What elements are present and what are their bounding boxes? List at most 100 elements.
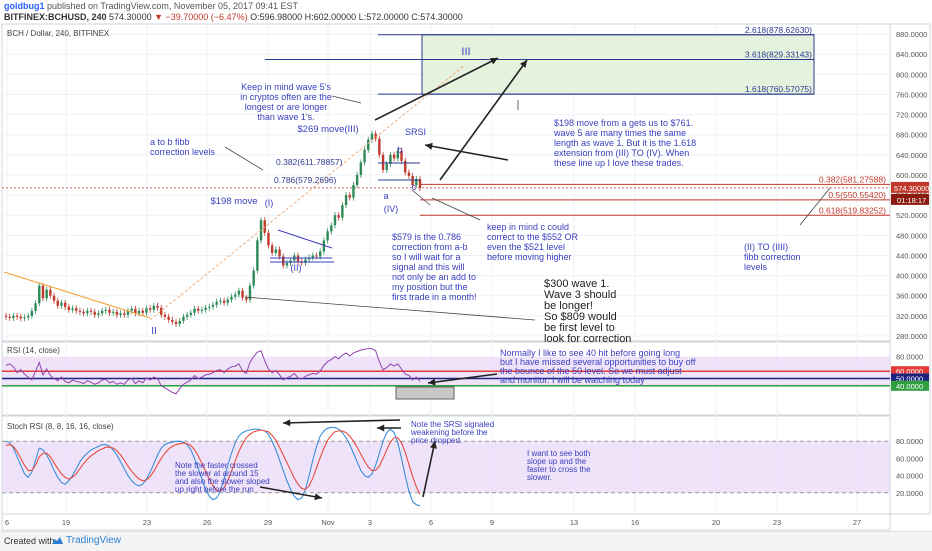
arrow-keepmind <box>431 197 481 221</box>
note-rsi-line-1: but I have missed several opportunities … <box>500 357 696 367</box>
drawings <box>3 57 831 501</box>
label-wave-a: a <box>383 191 388 201</box>
countdown-badge-text: 01:18:17 <box>897 196 926 205</box>
arrow-ab-fibb <box>224 146 264 171</box>
stoch-fast-line <box>5 426 421 507</box>
created-with-text: Created with <box>4 536 55 546</box>
candle-body <box>333 215 337 226</box>
rsi-level-badge <box>891 366 929 377</box>
candle-body <box>63 302 67 307</box>
candle-body <box>137 310 141 314</box>
ohlc-values: O:596.98000 H:602.00000 L:572.00000 C:57… <box>250 12 463 22</box>
price-tick-label: 520.0000 <box>896 211 927 220</box>
arrow-fibb-corr <box>799 187 831 226</box>
candle-body <box>34 303 37 311</box>
note-wave300-line-2: be longer! <box>544 300 593 312</box>
candle-body <box>104 309 108 311</box>
last-price-badge <box>891 181 929 193</box>
note-correct-552-line-1: correct to the $552 OR <box>487 232 579 242</box>
candle-body <box>75 308 78 311</box>
candle-body <box>185 314 189 317</box>
time-tick-label: 16 <box>631 518 639 527</box>
time-tick-label: 19 <box>62 518 70 527</box>
rsi-level-badge-text: 40.0000 <box>896 382 923 391</box>
candle-body <box>363 149 366 163</box>
rsi-panel-title: RSI (14, close) <box>7 346 60 355</box>
indicator-bands <box>2 356 890 494</box>
note-579-line-0: $579 is the 0.786 <box>392 232 461 242</box>
candle-body <box>208 306 211 308</box>
time-axis[interactable] <box>1 513 891 531</box>
candle-body <box>111 311 115 313</box>
candle-body <box>152 305 156 310</box>
price-tick-label: 840.0000 <box>896 50 927 59</box>
arrow-rsi-note-head <box>428 378 436 386</box>
time-tick-label: 23 <box>143 518 151 527</box>
candle-body <box>8 316 11 318</box>
label-wave-c: c <box>412 182 417 192</box>
note-wave5-line-3: than wave 1's. <box>257 112 314 122</box>
note-wave300-line-0: $300 wave 1. <box>544 278 609 290</box>
note-wave5-line-2: longest or are longer <box>245 102 328 112</box>
candle-body <box>41 285 45 299</box>
note-srsi-line-0: Note the SRSI signaled <box>411 420 494 429</box>
time-tick-label: 20 <box>712 518 720 527</box>
chart-canvas[interactable]: 2.618(878.62630) 3.618(829.33143) 1.618(76… <box>0 0 932 531</box>
price-tick-label: 280.0000 <box>896 332 927 341</box>
candle-body <box>367 139 370 150</box>
note-fibb-II-IIII-line-2: levels <box>744 262 768 272</box>
arrow-want <box>422 440 436 498</box>
price-tick-label: 680.0000 <box>896 131 927 140</box>
candle-body <box>197 308 200 311</box>
candle-body <box>304 259 307 264</box>
label-srsi: SRSI <box>405 127 426 137</box>
candle-body <box>148 308 152 310</box>
note-want-line-0: I want to see both <box>527 449 590 458</box>
note-wave300-line-5: look for correction <box>544 333 631 345</box>
candle-body <box>226 299 229 303</box>
candle-body <box>418 178 422 189</box>
author-link[interactable]: goldbug1 <box>4 1 45 11</box>
label-wave-II: (II) <box>291 263 302 273</box>
candle-body <box>263 220 266 233</box>
candle-body <box>204 307 207 310</box>
extension-box <box>421 34 815 95</box>
candle-body <box>174 321 178 324</box>
candle-body <box>156 305 159 308</box>
price-axis[interactable] <box>889 23 931 515</box>
arrow-wave5-box-head <box>490 58 498 65</box>
arrow-srsi-top-head <box>283 419 291 427</box>
candle-body <box>385 163 388 170</box>
candle-body <box>82 311 85 314</box>
candle-body <box>97 313 100 315</box>
header: goldbug1 published on TradingView.com, N… <box>0 0 932 22</box>
candle-body <box>130 308 133 311</box>
candle-body <box>415 178 418 186</box>
fib-label: 0.618(519.83252) <box>819 205 886 215</box>
note-198-761-line-4: these line up I love these trades. <box>554 158 684 168</box>
candle-body <box>200 309 204 311</box>
note-579-line-3: signal and this will <box>392 262 465 272</box>
candle-body <box>233 294 237 297</box>
candle-body <box>282 256 285 266</box>
note-wave300-line-3: So $809 would <box>544 311 617 323</box>
candle-body <box>381 154 385 170</box>
tradingview-logo-icon <box>52 537 63 544</box>
note-srsi-line-2: price dropped. <box>411 436 462 445</box>
arrow-to-target <box>439 59 528 181</box>
pennant-upper-line <box>277 229 333 249</box>
arrow-wave5 <box>331 95 362 104</box>
candle-body <box>126 310 130 315</box>
candle-body <box>15 315 19 317</box>
stoch-slow-line <box>5 429 421 495</box>
candle-body <box>230 296 233 300</box>
tradingview-brand-link[interactable]: TradingView <box>66 535 122 546</box>
candle-body <box>378 138 381 155</box>
price-tick-label: 880.0000 <box>896 30 927 39</box>
note-rsi-line-0: Normally I like to see 40 hit before goi… <box>500 348 680 358</box>
price-tick-label: 400.0000 <box>896 272 927 281</box>
countdown-badge <box>891 193 929 205</box>
label-wave-II-plain: II <box>151 326 157 337</box>
candle-body <box>359 162 363 175</box>
candle-body <box>348 195 351 198</box>
